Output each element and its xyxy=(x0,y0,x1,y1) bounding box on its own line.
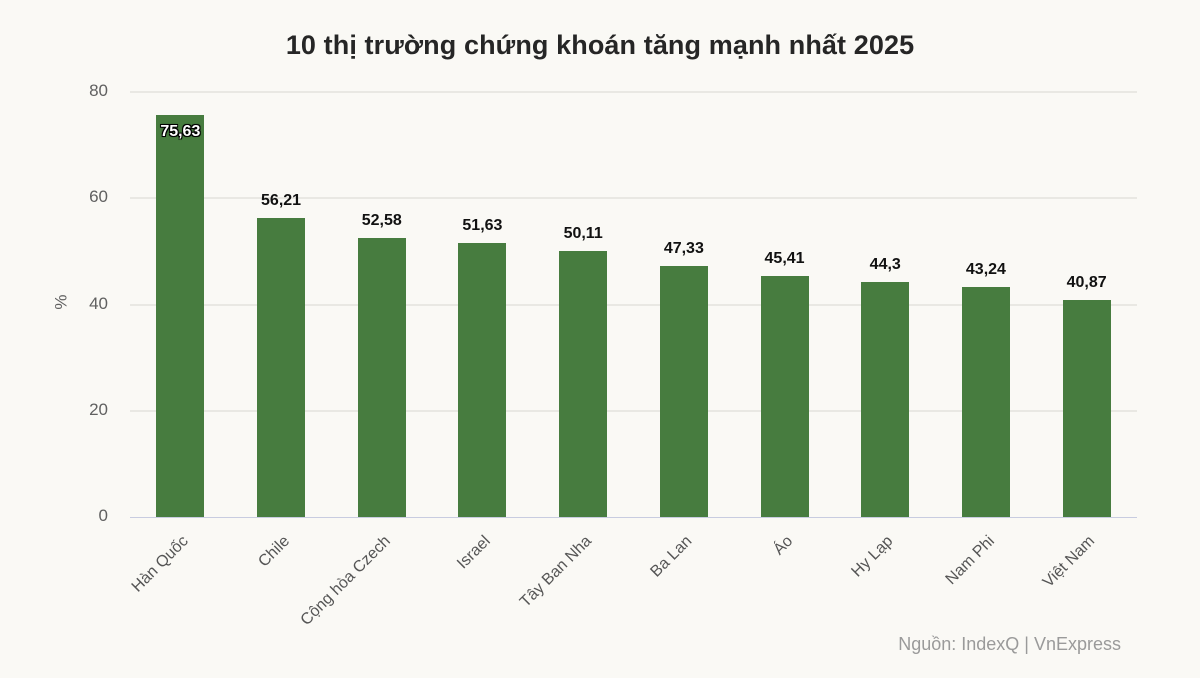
bar-value-label: 43,24 xyxy=(965,261,1006,279)
bar xyxy=(861,281,910,517)
plot-area: 75,63 56,21 52,58 51,63 50,11 47,33 45,41 44,3 4… xyxy=(130,91,1137,518)
bar-value-label: 45,41 xyxy=(764,249,805,267)
x-tick-label: Israel xyxy=(454,532,495,573)
bar xyxy=(458,242,507,517)
x-tick-label: Chile xyxy=(255,532,294,571)
y-tick-label: 40 xyxy=(89,293,108,313)
x-tick-label: Hy Lạp xyxy=(848,532,897,581)
y-tick-label: 0 xyxy=(98,506,108,525)
x-tick-label: Áo xyxy=(769,532,796,559)
bar-value-label: 56,21 xyxy=(261,192,302,210)
bar-value-label: 50,11 xyxy=(563,224,603,242)
bar-value-label: 52,58 xyxy=(361,211,402,229)
bar xyxy=(156,115,205,517)
bar-value-label: 44,3 xyxy=(869,255,901,273)
x-tick-label: Cộng hòa Czech xyxy=(297,532,394,629)
x-tick-label: Tây Ban Nha xyxy=(517,532,596,611)
x-tick-label: Hàn Quốc xyxy=(129,532,193,596)
bar xyxy=(1062,299,1111,517)
x-tick-label: Ba Lan xyxy=(647,532,696,581)
gridline xyxy=(130,303,1137,306)
bar xyxy=(760,275,809,517)
chart-title: 10 thị trường chứng khoán tăng mạnh nhất… xyxy=(285,30,915,60)
x-tick-label: Việt Nam xyxy=(1039,532,1098,591)
y-tick-label: 60 xyxy=(89,187,108,207)
gridline xyxy=(130,197,1137,200)
gridline xyxy=(130,409,1137,412)
x-tick-label: Nam Phi xyxy=(942,532,998,589)
gridline xyxy=(130,91,1137,93)
bar xyxy=(659,265,708,517)
bar xyxy=(559,250,608,517)
bar-value-label: 40,87 xyxy=(1066,273,1107,291)
bar xyxy=(961,287,1010,517)
y-tick-label: 20 xyxy=(89,399,108,419)
bar-value-label: 75,63 xyxy=(160,123,201,141)
bar-value-label: 47,33 xyxy=(663,239,704,257)
y-tick-label: 80 xyxy=(89,81,108,100)
source-note: Nguồn: IndexQ | VnExpress xyxy=(898,634,1121,654)
bar xyxy=(357,237,406,517)
bar xyxy=(257,218,306,517)
bar-value-label: 51,63 xyxy=(462,216,503,234)
x-axis-baseline xyxy=(130,517,1137,518)
